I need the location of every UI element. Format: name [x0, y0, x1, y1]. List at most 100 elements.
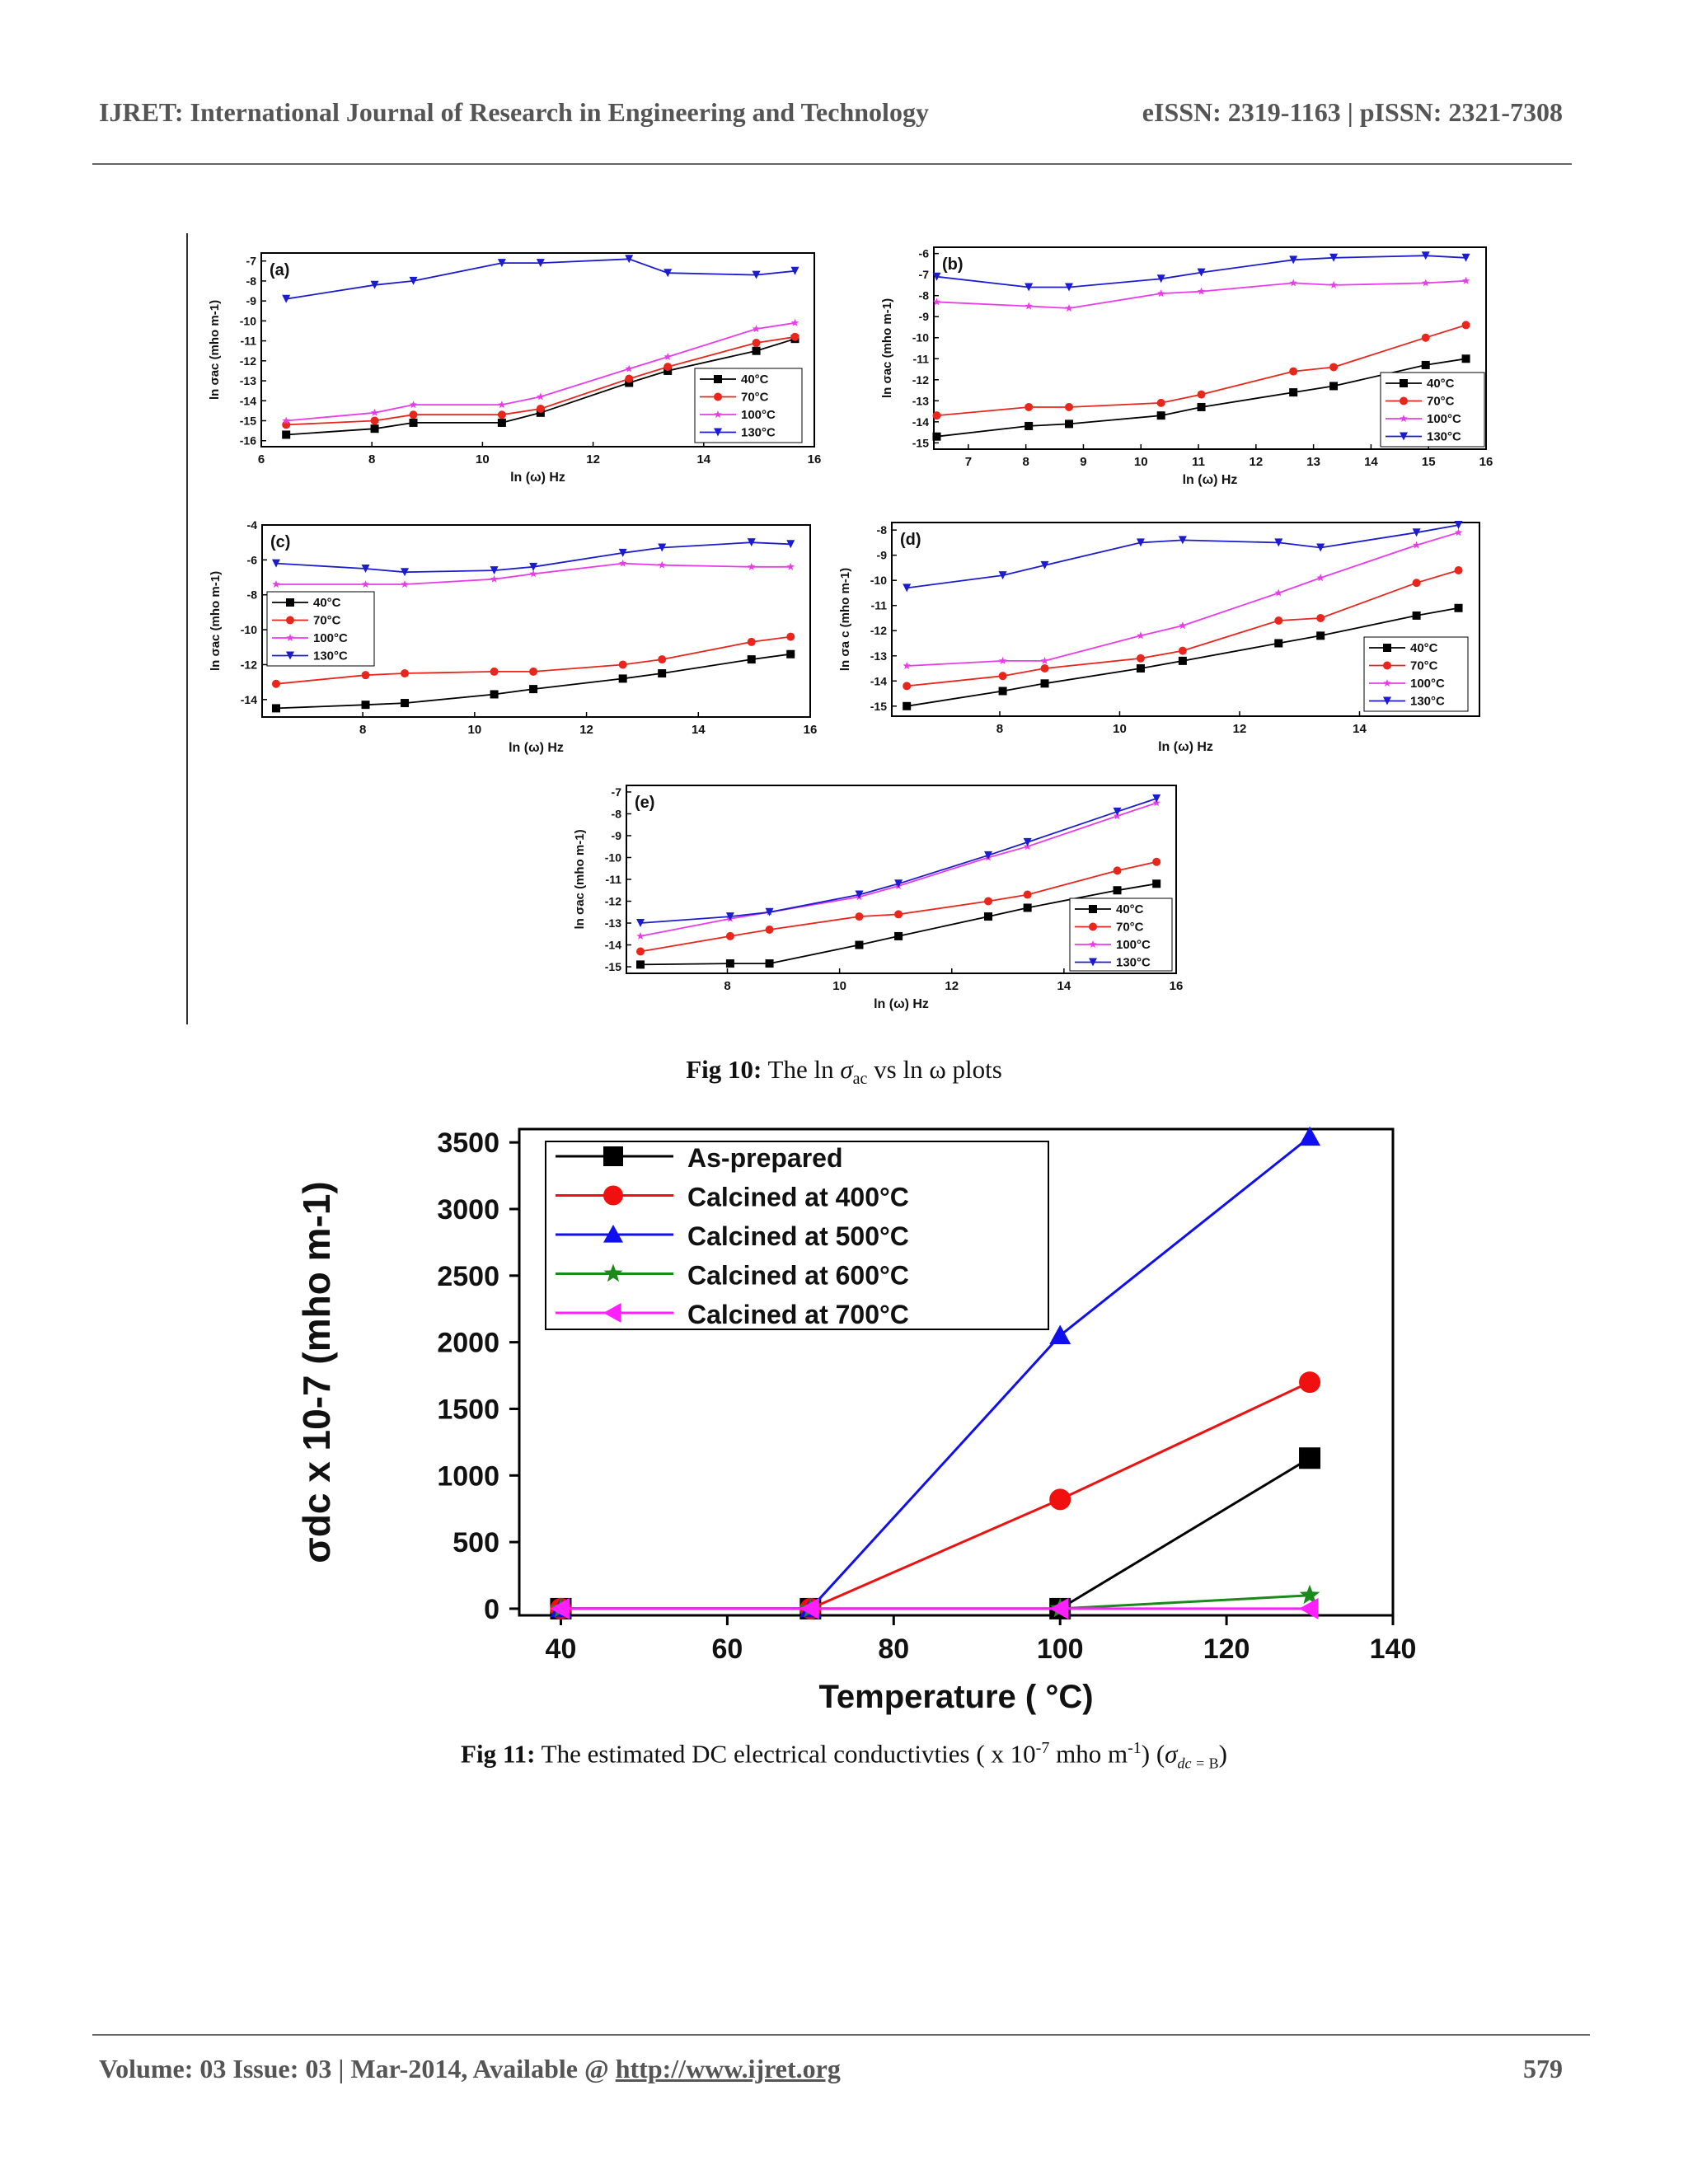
data-point	[1454, 603, 1463, 612]
data-point	[998, 656, 1007, 664]
legend-marker	[1400, 396, 1408, 405]
fig10-caption-sub: ac	[852, 1070, 868, 1089]
y-tick-label: 1000	[437, 1460, 499, 1492]
footer-divider	[92, 2034, 1590, 2036]
data-point	[786, 632, 795, 641]
data-point	[1329, 280, 1338, 288]
x-axis-label: ln (ω) Hz	[1158, 740, 1213, 754]
data-point	[1299, 1126, 1321, 1146]
data-point	[1316, 543, 1325, 552]
data-point	[1023, 837, 1032, 846]
data-point	[1136, 664, 1145, 673]
data-point	[1454, 521, 1463, 530]
data-point	[401, 669, 410, 678]
fig11-caption-close: )	[1218, 1739, 1227, 1769]
data-point	[765, 907, 774, 916]
y-tick-label: -14	[241, 693, 257, 706]
data-point	[401, 580, 409, 588]
panel-label: (a)	[270, 261, 289, 279]
x-tick-label: 16	[808, 452, 822, 466]
y-tick-label: 1500	[437, 1394, 499, 1425]
legend-marker	[1089, 905, 1097, 913]
data-point	[1152, 794, 1161, 803]
data-point	[1421, 360, 1430, 369]
fig11-caption-sup1: -7	[1035, 1739, 1050, 1757]
legend-marker	[1400, 415, 1408, 422]
y-axis-label: ln σac (mho m-1)	[208, 300, 222, 400]
data-point	[1422, 279, 1430, 287]
fig11-caption-text-a: The estimated DC electrical conductivtie…	[541, 1739, 1036, 1769]
data-point	[1274, 616, 1283, 626]
y-axis-label: σdc x 10-7 (mho m-1)	[295, 1181, 338, 1563]
x-tick-label: 8	[368, 452, 375, 466]
data-point	[497, 410, 506, 419]
x-tick-label: 13	[1306, 455, 1320, 469]
y-tick-label: 2000	[437, 1328, 499, 1359]
data-point	[1065, 402, 1074, 411]
data-point	[1329, 253, 1339, 262]
data-point	[1316, 613, 1325, 622]
page-number: 579	[1523, 2054, 1563, 2083]
data-point	[370, 416, 379, 425]
series-100°C	[282, 318, 799, 424]
data-point	[1040, 656, 1049, 664]
x-tick-label: 40	[546, 1633, 577, 1665]
legend-label: 70°C	[1116, 921, 1144, 935]
data-point	[1197, 268, 1206, 277]
data-point	[1329, 363, 1339, 372]
x-axis-label: ln (ω) Hz	[509, 741, 564, 755]
data-point	[1025, 402, 1034, 411]
panel-e: 8 10 12 14 16 -15 -14 -13 -12 -11 -10 -9 -8 -7 ln (ω) …	[573, 785, 1183, 1011]
data-point	[490, 667, 499, 676]
data-point	[786, 649, 795, 658]
data-point	[1274, 538, 1283, 547]
x-tick-label: 11	[1192, 455, 1205, 469]
legend-label: 40°C	[1427, 377, 1455, 391]
y-tick-label: -9	[246, 294, 257, 307]
data-point	[272, 580, 280, 588]
legend-marker	[1383, 644, 1391, 652]
data-point	[618, 674, 627, 683]
data-point	[903, 701, 912, 710]
data-point	[998, 687, 1007, 696]
x-tick-label: 14	[696, 452, 710, 466]
y-tick-label: -6	[247, 553, 258, 566]
data-point	[1461, 321, 1470, 330]
legend: 40°C 70°C 100°C 130°C	[266, 591, 375, 667]
panel-a: 6 8 10 12 14 16 -16 -15 -14 -13 -12 -11 -10 -9 -8 -7 ln …	[208, 252, 822, 485]
y-tick-label: -15	[240, 415, 256, 428]
data-point	[1025, 302, 1033, 310]
data-point	[983, 851, 992, 860]
data-point	[1040, 560, 1049, 569]
data-point	[1299, 1371, 1321, 1394]
footer-volume: Volume: 03 Issue: 03 | Mar-2014, Availab…	[99, 2054, 841, 2084]
y-tick-label: -11	[913, 352, 930, 365]
fig11-caption-label: Fig 11:	[461, 1739, 536, 1769]
legend-marker	[603, 1263, 623, 1282]
fig10-caption: Fig 10: The ln σac vs ln ω plots	[0, 1055, 1688, 1089]
series-100°C	[272, 559, 795, 588]
data-point	[409, 410, 418, 419]
fig11-caption-b: B	[1208, 1755, 1219, 1772]
data-point	[401, 699, 410, 708]
footer-link[interactable]: http://www.ijret.org	[615, 2054, 841, 2083]
data-point	[748, 562, 756, 570]
y-tick-label: -10	[240, 314, 256, 327]
y-tick-label: -9	[612, 829, 622, 842]
data-point	[497, 259, 506, 268]
y-tick-label: 3500	[437, 1127, 499, 1159]
y-tick-label: -8	[919, 289, 930, 302]
data-point	[1299, 1447, 1321, 1469]
series-70°C	[903, 565, 1463, 691]
legend: 40°C 70°C 100°C 130°C	[1363, 636, 1469, 712]
series-Calcined at 700°C	[550, 1597, 1319, 1619]
y-tick-label: -7	[246, 255, 257, 268]
series-130°C	[271, 538, 795, 577]
series-70°C	[932, 321, 1470, 420]
x-tick-label: 8	[724, 979, 730, 993]
fig10-caption-text-a: The ln	[767, 1055, 841, 1084]
journal-title: IJRET: International Journal of Research…	[99, 97, 929, 127]
data-point	[1197, 390, 1206, 399]
x-axis-label: ln (ω) Hz	[510, 471, 565, 485]
data-point	[1461, 253, 1470, 262]
